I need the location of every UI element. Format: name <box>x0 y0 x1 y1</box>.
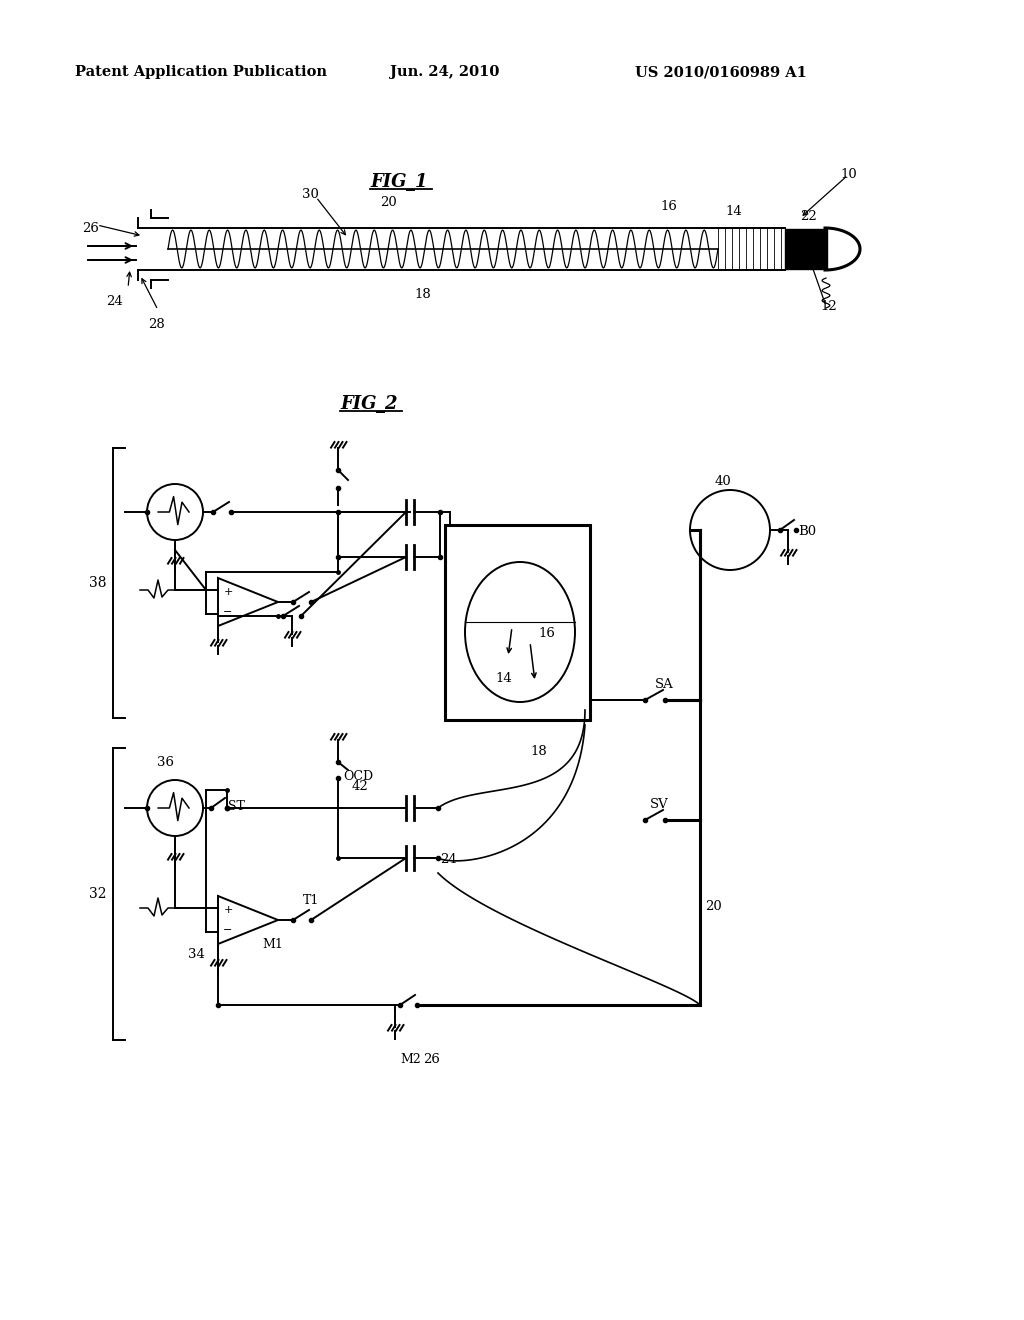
Polygon shape <box>785 228 827 269</box>
Text: −: − <box>223 607 232 616</box>
Text: 26: 26 <box>423 1053 440 1067</box>
Text: FIG: FIG <box>370 173 407 191</box>
Text: +: + <box>223 587 232 597</box>
Text: +: + <box>223 906 232 915</box>
Text: 34: 34 <box>188 948 205 961</box>
Text: 20: 20 <box>380 195 396 209</box>
Text: _1: _1 <box>406 173 427 191</box>
Text: FIG: FIG <box>340 395 377 413</box>
Text: 18: 18 <box>530 744 547 758</box>
Text: Patent Application Publication: Patent Application Publication <box>75 65 327 79</box>
Text: SV: SV <box>650 799 669 810</box>
Text: −: − <box>223 925 232 935</box>
Text: OCD: OCD <box>343 770 373 783</box>
Text: M2: M2 <box>400 1053 421 1067</box>
Text: Jun. 24, 2010: Jun. 24, 2010 <box>390 65 500 79</box>
Text: 38: 38 <box>89 576 106 590</box>
Text: 16: 16 <box>538 627 555 640</box>
Text: 24: 24 <box>106 294 123 308</box>
Text: 30: 30 <box>302 187 318 201</box>
Text: 10: 10 <box>840 168 857 181</box>
Text: 12: 12 <box>820 300 837 313</box>
Text: 26: 26 <box>82 222 99 235</box>
Text: 14: 14 <box>725 205 741 218</box>
Text: 42: 42 <box>352 780 369 793</box>
Text: 32: 32 <box>89 887 106 902</box>
Text: 14: 14 <box>495 672 512 685</box>
Text: 18: 18 <box>414 288 431 301</box>
Text: 24: 24 <box>440 853 457 866</box>
Bar <box>445 525 590 719</box>
Text: 20: 20 <box>705 900 722 913</box>
Text: _2: _2 <box>376 395 397 413</box>
Text: US 2010/0160989 A1: US 2010/0160989 A1 <box>635 65 807 79</box>
Text: 28: 28 <box>148 318 165 331</box>
Text: 36: 36 <box>157 756 174 770</box>
Text: M1: M1 <box>262 939 283 950</box>
Text: ST: ST <box>228 800 245 813</box>
Text: 40: 40 <box>715 475 732 488</box>
Text: SA: SA <box>655 678 674 690</box>
Text: B0: B0 <box>798 525 816 539</box>
Text: 16: 16 <box>660 201 677 213</box>
Text: T1: T1 <box>303 894 319 907</box>
Text: 22: 22 <box>800 210 817 223</box>
